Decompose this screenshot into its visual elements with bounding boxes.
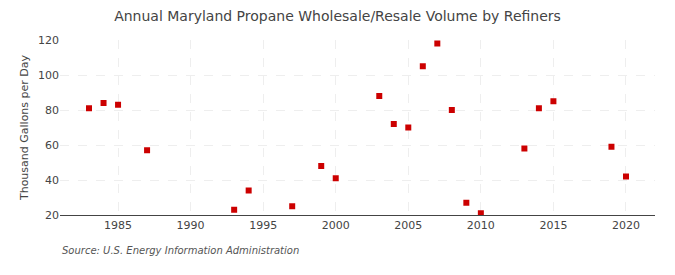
- svg-text:2015: 2015: [539, 219, 567, 232]
- svg-text:2010: 2010: [467, 219, 495, 232]
- svg-text:1995: 1995: [249, 219, 277, 232]
- svg-text:Thousand Gallons per Day: Thousand Gallons per Day: [18, 54, 31, 201]
- svg-text:40: 40: [45, 174, 59, 187]
- svg-text:1985: 1985: [104, 219, 132, 232]
- svg-text:100: 100: [38, 69, 59, 82]
- svg-text:1990: 1990: [177, 219, 205, 232]
- svg-text:Source: U.S. Energy Informatio: Source: U.S. Energy Information Administ…: [62, 245, 299, 256]
- svg-text:120: 120: [38, 34, 59, 47]
- svg-text:80: 80: [45, 104, 59, 117]
- svg-text:2020: 2020: [612, 219, 640, 232]
- svg-text:20: 20: [45, 209, 59, 222]
- svg-text:Annual Maryland Propane Wholes: Annual Maryland Propane Wholesale/Resale…: [114, 8, 561, 24]
- svg-text:2005: 2005: [394, 219, 422, 232]
- svg-text:60: 60: [45, 139, 59, 152]
- svg-text:2000: 2000: [322, 219, 350, 232]
